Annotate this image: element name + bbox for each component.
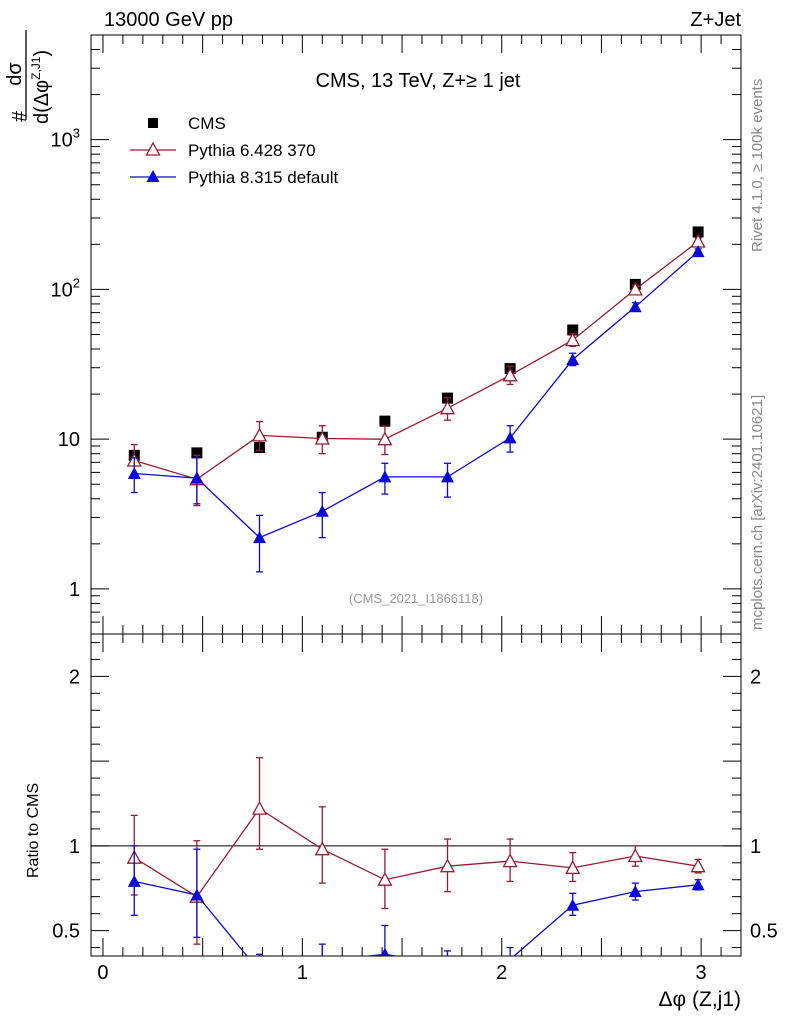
- main-y-tick-label: 102: [51, 275, 80, 301]
- ratio-y-tick-label-left: 2: [69, 666, 80, 688]
- legend-label-pythia6: Pythia 6.428 370: [188, 141, 316, 160]
- legend-label-cms: CMS: [188, 114, 226, 133]
- legend-marker-pythia6: [145, 141, 161, 156]
- cms-data-point: [692, 226, 704, 238]
- pythia8-data-point: [380, 947, 390, 956]
- main-y-tick-base: 10: [51, 279, 73, 301]
- mcplots-source-text: mcplots.cern.ch [arXiv:2401.10621]: [749, 395, 766, 630]
- ratio-y-tick-label-right: 1: [750, 836, 761, 858]
- x-axis-label: Δφ (Z,j1): [659, 988, 741, 1011]
- main-y-tick-base: 10: [51, 130, 73, 152]
- pythia8-data-point: [190, 888, 204, 901]
- pythia8-line: [134, 880, 699, 956]
- pythia6-line: [134, 240, 699, 480]
- cms-data-point: [379, 415, 391, 427]
- y-label-prefix: #: [9, 110, 31, 122]
- x-tick-label: 3: [696, 962, 707, 984]
- legend: CMS Pythia 6.428 370 Pythia 8.315 defaul…: [130, 114, 339, 187]
- x-tick-label: 0: [97, 962, 108, 984]
- pythia8-data-point: [315, 504, 329, 517]
- header-right: Z+Jet: [690, 9, 741, 31]
- cms-data-point: [191, 447, 203, 459]
- pythia6-data-point: [627, 848, 643, 863]
- main-y-tick-label: 103: [51, 126, 80, 152]
- pythia8-data-point: [691, 878, 705, 891]
- ratio-y-tick-label-left: 0.5: [52, 921, 80, 943]
- pythia6-data-point: [314, 430, 330, 445]
- y-label-denominator: d(ΔφZ,J1): [29, 50, 53, 124]
- pythia8-data-point: [503, 431, 517, 444]
- main-y-tick-base: 1: [69, 579, 80, 601]
- pythia6-line: [133, 807, 699, 898]
- pythia6-data-point: [627, 281, 643, 296]
- pythia6-data-point: [251, 427, 268, 442]
- main-y-tick-exponent: 3: [73, 126, 80, 141]
- pythia8-data-point: [441, 470, 454, 483]
- legend-marker-cms: [148, 118, 158, 128]
- pythia6-data-point: [502, 853, 518, 868]
- x-tick-label: 2: [496, 962, 507, 984]
- pythia8-data-point: [691, 245, 705, 258]
- main-y-tick-label: 1: [69, 579, 80, 601]
- pythia6-data-point: [377, 431, 393, 446]
- rivet-version-text: Rivet 4.1.0, ≥ 100k events: [749, 79, 766, 252]
- pythia8-data-point: [566, 898, 580, 911]
- main-y-tick-base: 10: [58, 429, 80, 451]
- pythia6-data-point: [439, 400, 456, 415]
- legend-marker-pythia8: [146, 170, 160, 182]
- header-left: 13000 GeV pp: [104, 9, 233, 31]
- y-label-numerator: dσ: [4, 62, 26, 86]
- ratio-y-tick-label-right: 0.5: [750, 921, 778, 943]
- main-y-axis-label: # dσ d(ΔφZ,J1): [4, 30, 53, 124]
- cms-data-point: [567, 324, 579, 336]
- pythia8-data-point: [127, 874, 141, 887]
- main-chart-title: CMS, 13 TeV, Z+≥ 1 jet: [316, 70, 521, 92]
- main-y-tick-label: 10: [58, 429, 80, 451]
- pythia6-data-point: [690, 858, 706, 873]
- ratio-plot-frame: [90, 633, 742, 957]
- legend-label-pythia8: Pythia 8.315 default: [188, 168, 339, 187]
- ratio-y-axis-label: Ratio to CMS: [25, 783, 42, 878]
- ratio-series-layer: [126, 757, 706, 956]
- main-y-tick-exponent: 2: [73, 275, 80, 290]
- pythia8-data-point: [190, 471, 204, 484]
- pythia6-data-point: [439, 858, 456, 873]
- pythia8-data-point: [566, 353, 580, 366]
- pythia6-data-point: [565, 860, 581, 875]
- pythia6-data-point: [377, 871, 393, 886]
- ratio-y-tick-label-right: 2: [750, 666, 761, 688]
- pythia8-data-point: [378, 470, 392, 483]
- pythia8-data-point: [628, 300, 642, 313]
- pythia8-data-point: [628, 885, 642, 898]
- analysis-watermark: (CMS_2021_I1866118): [349, 591, 483, 606]
- pythia6-data-point: [251, 800, 268, 815]
- ratio-y-tick-label-left: 1: [69, 836, 80, 858]
- pythia6-data-point: [565, 332, 581, 347]
- pythia8-line: [134, 251, 699, 539]
- pythia8-data-point: [127, 467, 141, 479]
- x-tick-label: 1: [297, 962, 308, 984]
- pythia8-data-point: [253, 531, 266, 544]
- pythia6-data-point: [502, 367, 518, 382]
- ratio-axis-ticks: 0 1 2 3 0.5 0.5 1 1 2 2: [52, 634, 778, 984]
- main-series-layer: [126, 226, 706, 573]
- pythia6-data-point: [314, 841, 330, 856]
